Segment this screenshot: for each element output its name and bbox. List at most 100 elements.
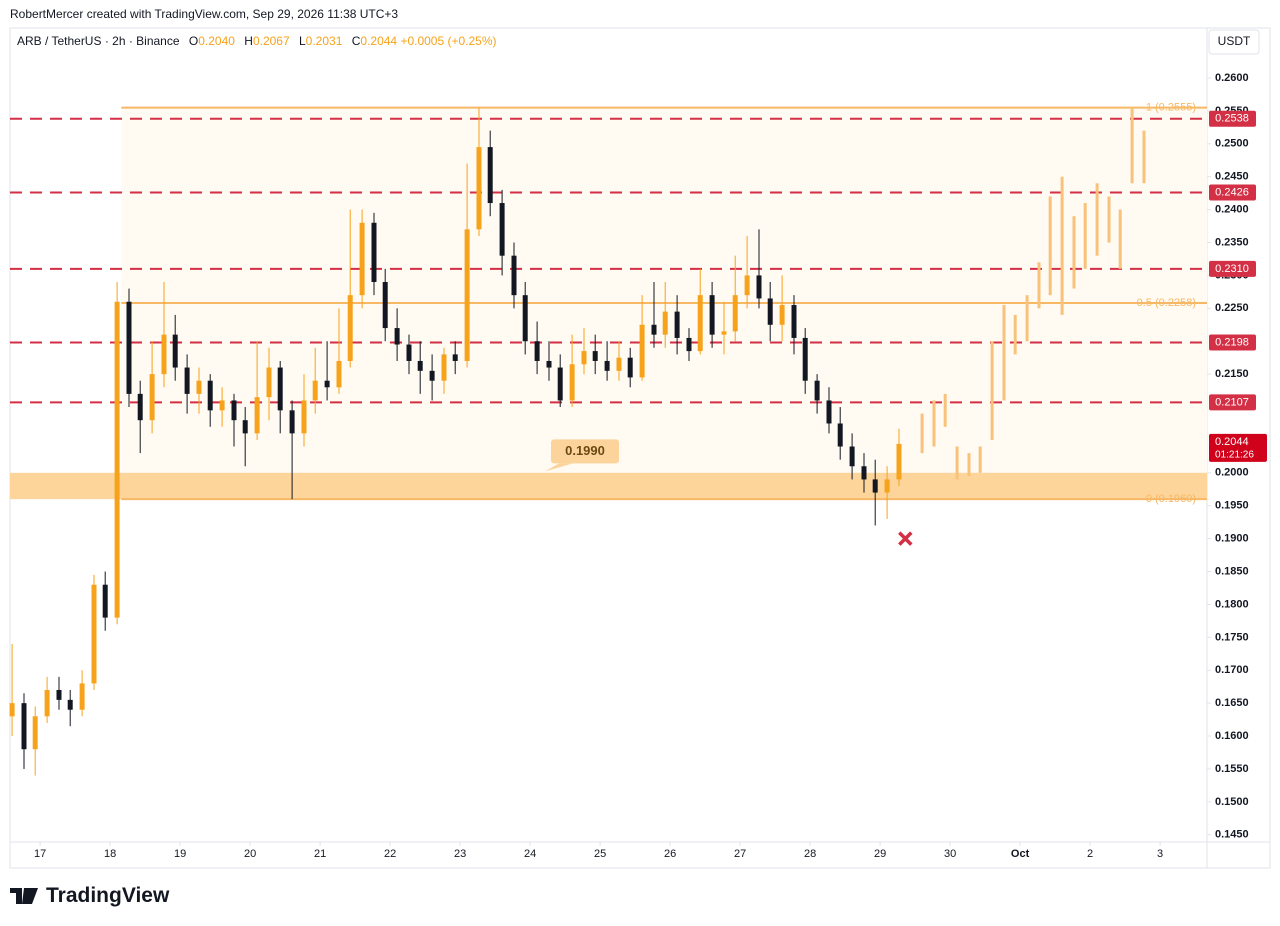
candle-body: [872, 479, 878, 493]
y-tick-label: 0.2400: [1215, 204, 1249, 216]
x-tick-label: 3: [1157, 848, 1163, 860]
candle-body: [826, 400, 832, 424]
x-tick-label: 22: [384, 848, 396, 860]
candle-body: [744, 275, 750, 296]
legend-value: 0.2031: [305, 34, 343, 48]
callout-box: [551, 439, 619, 464]
low-marker: [898, 531, 913, 546]
projection-bar: [1130, 107, 1134, 184]
candle-body: [126, 301, 132, 394]
candle-body: [861, 466, 867, 480]
candle-body: [102, 584, 108, 618]
legend-key: L: [298, 34, 306, 48]
x-tick-label: 27: [734, 848, 746, 860]
logo-icon: [10, 888, 38, 904]
candle-body: [382, 282, 388, 329]
candle-body: [592, 351, 598, 361]
candle-body: [371, 222, 377, 283]
legend-key: H: [244, 34, 253, 48]
projection-bar: [1002, 305, 1006, 401]
candle-body: [347, 295, 353, 361]
candle-body: [464, 229, 470, 361]
x-tick-label: 30: [944, 848, 956, 860]
projection-bar: [1013, 314, 1017, 355]
projection-bar: [1107, 196, 1111, 243]
candle-body: [219, 400, 225, 411]
y-tick-label: 0.1800: [1215, 598, 1249, 610]
candle-body: [207, 380, 213, 411]
candle-body: [884, 479, 890, 493]
x-tick-label: 19: [174, 848, 186, 860]
candle-body: [616, 357, 622, 371]
candle-body: [849, 446, 855, 467]
currency: USDT: [1218, 34, 1251, 48]
x-tick-label: 20: [244, 848, 256, 860]
projection-bar: [920, 413, 924, 454]
candle-body: [67, 699, 73, 710]
x-tick-label: 25: [594, 848, 606, 860]
candle-body: [312, 380, 318, 401]
candle-body: [254, 397, 260, 434]
price-label: 0.2426: [1215, 186, 1249, 198]
y-tick-label: 0.1850: [1215, 565, 1249, 577]
candle-body: [429, 370, 435, 381]
candle-body: [32, 716, 38, 750]
y-tick-label: 0.1550: [1215, 763, 1249, 775]
candle-body: [184, 367, 190, 394]
candle-body: [651, 324, 657, 335]
x-tick-label: 2: [1087, 848, 1093, 860]
candle-body: [452, 354, 458, 361]
candle-body: [161, 334, 167, 375]
fib-label: 0 (0.1960): [1146, 493, 1196, 505]
projection-bar: [1095, 183, 1099, 256]
x-tick-label: 23: [454, 848, 466, 860]
candle-body: [721, 331, 727, 335]
candle-body: [732, 295, 738, 332]
projection-bar: [967, 453, 971, 477]
y-tick-label: 0.2250: [1215, 302, 1249, 314]
legend-value: 0.2067: [252, 34, 290, 48]
candle-body: [511, 255, 517, 296]
candle-body: [627, 357, 633, 378]
countdown: 01:21:26: [1215, 450, 1254, 461]
x-tick-label: 18: [104, 848, 116, 860]
price-label-box: [1209, 334, 1256, 351]
x-tick-label: 17: [34, 848, 46, 860]
price-label-box: [1209, 184, 1256, 201]
callout-pointer: [545, 463, 573, 472]
candle-body: [896, 443, 902, 480]
callout-label: 0.1990: [565, 443, 605, 458]
legend-change: +0.0005 (+0.25%): [400, 34, 497, 48]
projection-bar: [978, 446, 982, 473]
y-tick-label: 0.1700: [1215, 664, 1249, 676]
last-price-box: [1209, 433, 1267, 462]
candle-body: [791, 305, 797, 338]
candle-body: [756, 275, 762, 299]
last-price: 0.2044: [1215, 436, 1249, 448]
candle-body: [44, 689, 50, 717]
candle-body: [697, 295, 703, 352]
candle-body: [487, 147, 493, 204]
candle-body: [172, 334, 178, 368]
projection-bar: [1083, 203, 1087, 269]
candle-body: [441, 354, 447, 381]
candle-body: [569, 364, 575, 401]
candle-body: [394, 328, 400, 345]
brand: TradingView: [46, 884, 170, 907]
candle-body: [779, 305, 785, 325]
y-tick-label: 0.1650: [1215, 697, 1249, 709]
candle-body: [359, 222, 365, 296]
candle-body: [802, 337, 808, 381]
candle-body: [137, 393, 143, 421]
candle-body: [546, 360, 552, 368]
projection-bar: [955, 446, 959, 480]
candle-body: [814, 380, 820, 401]
price-label-box: [1209, 394, 1256, 411]
y-tick-label: 0.1600: [1215, 730, 1249, 742]
x-tick-label: 21: [314, 848, 326, 860]
y-tick-label: 0.2450: [1215, 171, 1249, 183]
currency-box[interactable]: [1208, 29, 1260, 55]
x-tick-label: 26: [664, 848, 676, 860]
candle-body: [522, 295, 528, 342]
